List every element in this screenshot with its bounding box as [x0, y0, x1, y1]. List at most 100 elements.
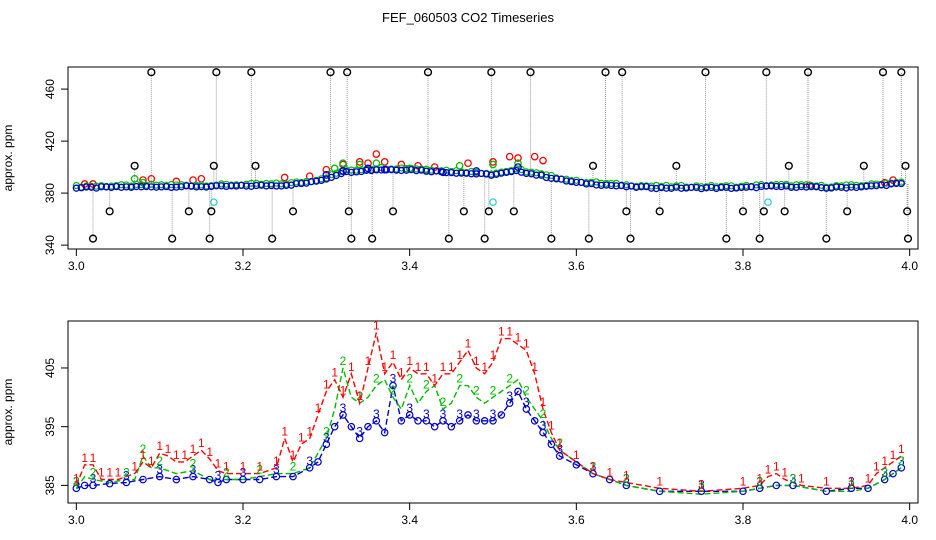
series-3-point [867, 182, 875, 190]
series-3-point [662, 184, 670, 192]
series-1-label: 1 [623, 468, 630, 482]
series-3-point [232, 182, 240, 190]
series-1-label: 1 [90, 451, 97, 465]
outlier-point [105, 207, 114, 216]
series-3-point [372, 166, 380, 174]
outlier-point [251, 161, 260, 170]
top-x-tick-label: 3.2 [235, 259, 252, 273]
series-1-label: 1 [256, 460, 263, 474]
series-3-circle [755, 484, 764, 493]
series-3-point [482, 170, 490, 178]
series-3-point [522, 169, 530, 178]
outlier-point [526, 68, 535, 77]
bottom-x-tick-label: 3.2 [235, 513, 252, 527]
series-3-point [892, 179, 900, 188]
bottom-y-axis-label: approx. ppm [1, 379, 15, 446]
series-3-point [342, 167, 350, 176]
series-1-label: 1 [173, 448, 180, 462]
series-3-point [227, 182, 235, 190]
series-3-point [137, 183, 145, 191]
series-3-circle [364, 422, 372, 431]
series-3-label: 3 [898, 454, 905, 468]
series-3-point [712, 184, 720, 193]
bottom-y-tick-label: 385 [43, 475, 57, 495]
series-1-label: 1 [73, 471, 80, 485]
series-3-label: 3 [156, 463, 163, 477]
outlier-point [247, 68, 256, 77]
outlier-point [626, 234, 635, 243]
series-3-point [132, 182, 140, 191]
series-3-point [157, 183, 165, 191]
series-3-point [862, 182, 870, 190]
top-y-tick-label: 380 [43, 183, 57, 203]
series-3-circle [589, 469, 597, 478]
outlier-point [701, 68, 710, 77]
bottom-y-tick-label: 405 [43, 358, 57, 378]
series-3-label: 3 [190, 463, 197, 477]
series-3-circle [605, 475, 614, 484]
series-3-circle [380, 428, 389, 437]
series-3-circle [205, 475, 214, 484]
series-1-point [464, 159, 472, 168]
series-3-circle [172, 475, 181, 484]
series-3-point [357, 167, 365, 176]
top-y-tick-label: 340 [43, 235, 57, 255]
outlier-point [822, 234, 831, 243]
series-3-point [757, 182, 765, 191]
series-3-circle [289, 472, 297, 481]
series-3-circle [155, 472, 164, 481]
series-3-point [702, 184, 710, 192]
series-3-point [547, 174, 555, 182]
series-2-label: 2 [323, 424, 330, 438]
series-3-circle [514, 387, 522, 396]
series-3-point [162, 182, 170, 191]
series-3-circle [105, 479, 114, 488]
series-1-label: 1 [523, 336, 530, 350]
series-1-label: 1 [340, 383, 347, 397]
bottom-x-tick-label: 3.6 [568, 513, 585, 527]
series-2-point [130, 174, 139, 183]
series-3-point [887, 180, 895, 188]
series-3-point [737, 183, 745, 192]
series-1-label: 1 [898, 442, 905, 456]
series-3-point [782, 182, 790, 190]
series-1-label: 1 [823, 474, 830, 488]
series-1-line [75, 332, 902, 493]
outlier-point [347, 234, 356, 243]
series-2-label: 2 [156, 454, 163, 468]
series-3-point [637, 183, 645, 191]
series-3-label: 3 [590, 460, 597, 474]
series-3-point [597, 181, 605, 190]
series-3-circle [355, 434, 364, 443]
series-3-point [542, 173, 550, 182]
outlier-point [459, 207, 468, 216]
series-1-label: 1 [81, 451, 88, 465]
series-3-circle [480, 417, 489, 425]
series-3-circle [222, 475, 231, 484]
series-3-point [127, 183, 135, 191]
series-3-point [364, 164, 372, 173]
top-x-tick-label: 3.0 [68, 259, 85, 273]
series-3-label: 3 [323, 430, 330, 444]
series-2-label: 2 [506, 372, 513, 386]
series-3-point [392, 166, 400, 174]
series-3-circle [214, 478, 222, 487]
series-3-point [732, 184, 740, 192]
series-2-label: 2 [223, 466, 230, 480]
series-3-point [197, 183, 205, 191]
chart-title: FEF_060503 CO2 Timeseries [382, 10, 554, 25]
series-3-point [627, 182, 635, 190]
series-3-circle [414, 417, 422, 425]
series-3-label: 3 [406, 401, 413, 415]
series-3-circle [80, 481, 89, 490]
series-3-point [767, 182, 775, 190]
series-3-circle [447, 422, 456, 431]
series-3-point [717, 183, 725, 192]
series-3-point [657, 183, 665, 192]
series-3-point [447, 168, 455, 177]
top-y-tick-label: 420 [43, 131, 57, 151]
top-plot-area [72, 68, 913, 243]
series-2-label: 2 [406, 372, 413, 386]
series-3-point [772, 182, 780, 191]
